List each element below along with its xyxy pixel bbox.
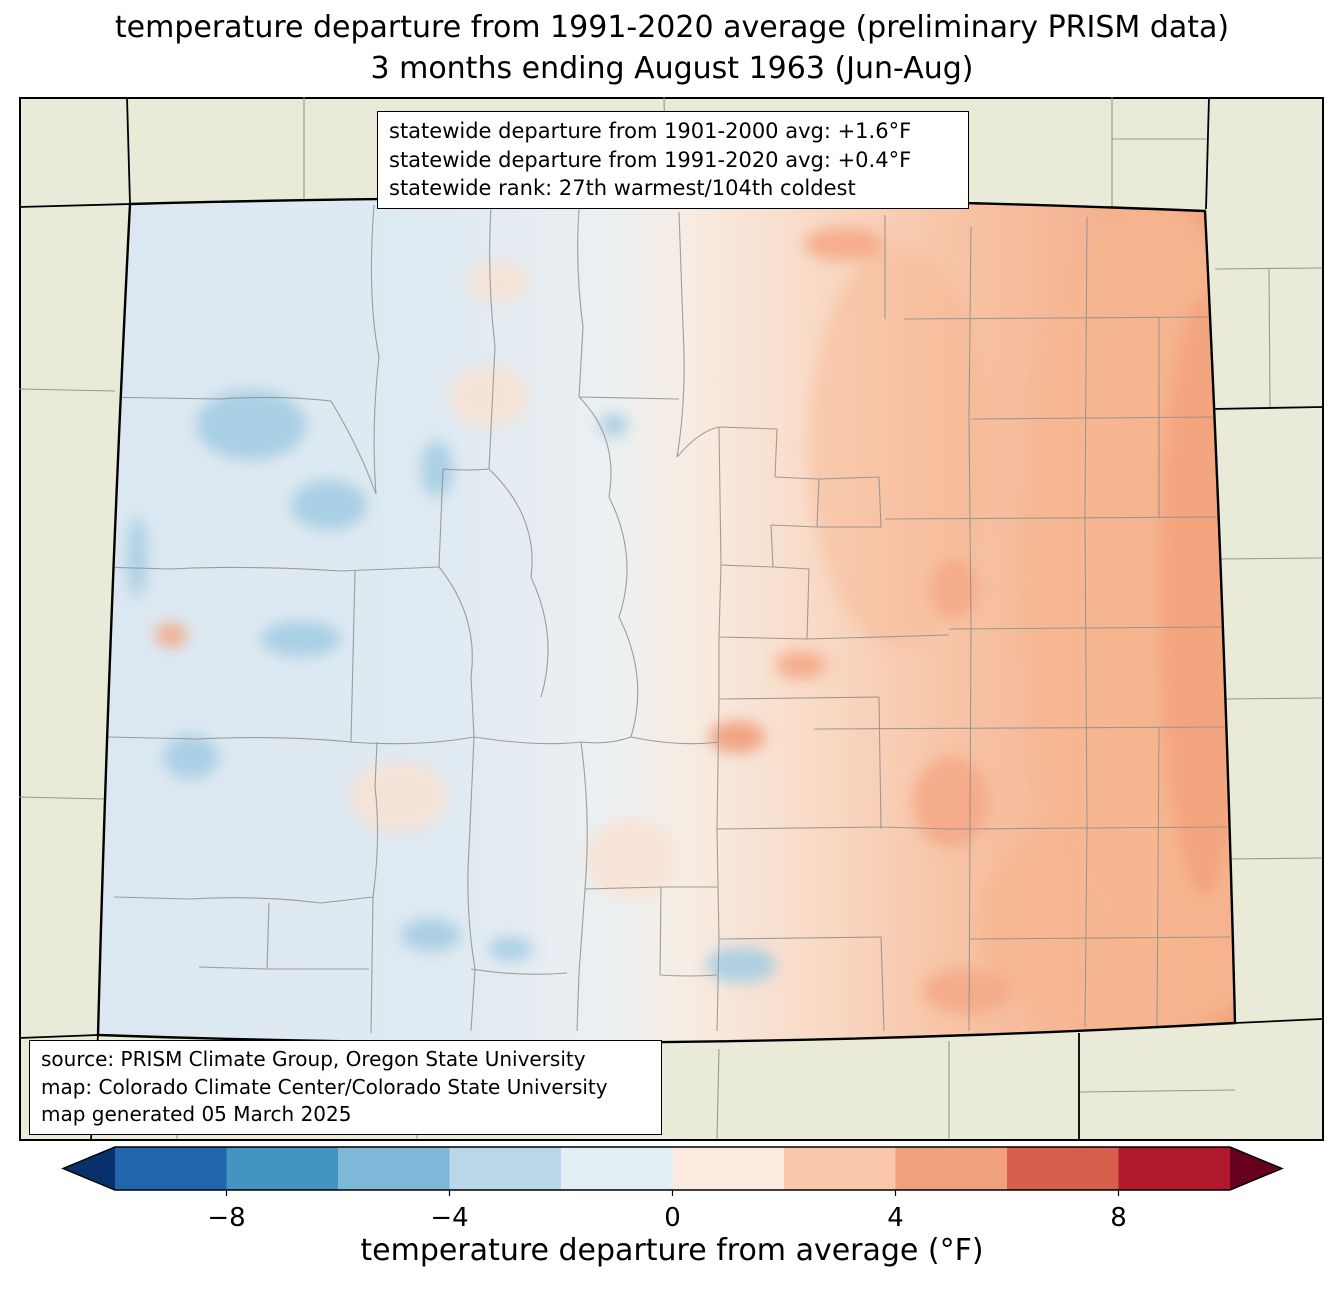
title-line1: temperature departure from 1991-2020 ave… xyxy=(114,10,1230,45)
stats-line-2: statewide departure from 1991-2020 avg: … xyxy=(389,147,912,172)
colorbar-over-arrow xyxy=(1230,1147,1282,1190)
anomaly-blobs xyxy=(127,207,1235,1037)
colorbar-segment xyxy=(338,1147,450,1190)
colorbar-segment xyxy=(1118,1147,1230,1190)
colorbar-tick-label: −4 xyxy=(430,1203,468,1233)
stats-line-1: statewide departure from 1901-2000 avg: … xyxy=(389,119,912,143)
colorbar-ticks xyxy=(225,1190,1120,1196)
map-title: temperature departure from 1991-2020 ave… xyxy=(0,7,1344,89)
source-line-1: source: PRISM Climate Group, Oregon Stat… xyxy=(41,1047,586,1071)
colorbar-segment xyxy=(449,1147,561,1190)
map-canvas xyxy=(19,97,1324,1141)
title-line2: 3 months ending August 1963 (Jun-Aug) xyxy=(370,51,974,86)
county-lines-west xyxy=(98,204,718,1034)
colorbar-tick-label: 0 xyxy=(664,1203,681,1233)
colorbar-tick-label: 8 xyxy=(1110,1203,1127,1233)
colorbar-segment xyxy=(672,1147,784,1190)
colorbar-segments xyxy=(63,1147,1282,1190)
colorbar-tick-label: −8 xyxy=(207,1203,245,1233)
pale-pink-patches xyxy=(349,262,676,899)
county-lines-east xyxy=(813,215,1231,1032)
salmon-patches xyxy=(155,228,1012,1013)
colorbar-segment xyxy=(1007,1147,1119,1190)
source-line-2: map: Colorado Climate Center/Colorado St… xyxy=(41,1074,608,1099)
colorbar-tick-label: 4 xyxy=(887,1203,904,1233)
colorbar-segment xyxy=(226,1147,338,1190)
colorbar: −8 −4 0 4 8 xyxy=(61,1146,1284,1233)
source-line-3: map generated 05 March 2025 xyxy=(41,1102,352,1126)
colorbar-outline xyxy=(61,1146,1284,1191)
county-lines-central xyxy=(348,206,950,1032)
colorbar-axis-label: temperature departure from average (°F) xyxy=(360,1233,984,1268)
colorbar-segment xyxy=(115,1147,227,1190)
stats-box: statewide departure from 1901-2000 avg: … xyxy=(377,111,969,209)
colorbar-segment xyxy=(784,1147,896,1190)
colorbar-segment xyxy=(561,1147,673,1190)
colorbar-under-arrow xyxy=(63,1147,115,1190)
cool-blue-patches xyxy=(127,390,776,983)
county-lines xyxy=(98,204,1231,1034)
stats-line-3: statewide rank: 27th warmest/104th colde… xyxy=(389,176,856,200)
colorbar-segment xyxy=(895,1147,1007,1190)
source-box: source: PRISM Climate Group, Oregon Stat… xyxy=(29,1040,662,1135)
